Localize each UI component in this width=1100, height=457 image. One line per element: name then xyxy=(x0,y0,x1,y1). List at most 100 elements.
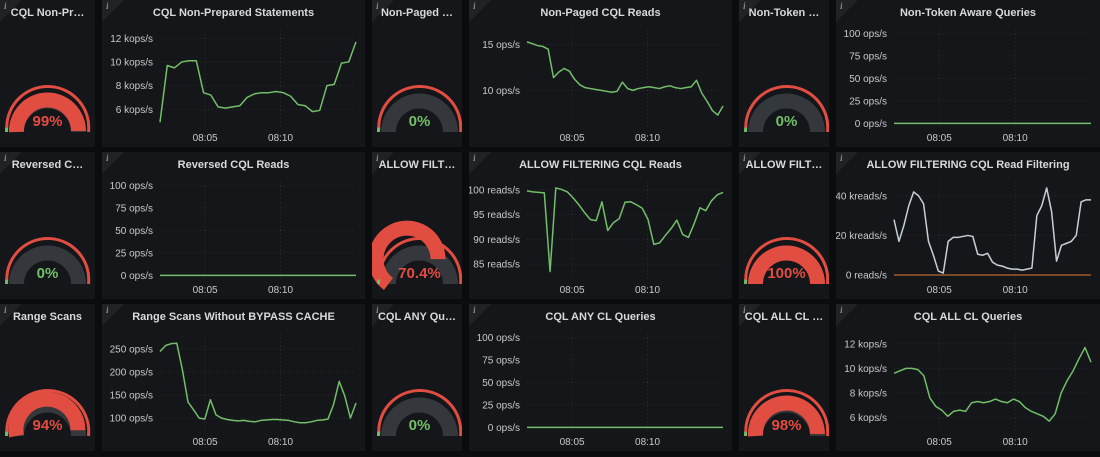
series-line-all-cl xyxy=(893,346,1092,422)
x-tick-label: 08:10 xyxy=(268,285,293,296)
panel-title[interactable]: ALLOW FILTERING CQL Reads xyxy=(519,159,682,171)
gauge-threshold-red xyxy=(377,389,462,437)
panel-gauge-reversed: i Reversed C… 0% xyxy=(0,152,95,299)
panel-chart-reversed-cql-reads: i Reversed CQL Reads 100 ops/s 75 ops/s 50… xyxy=(102,152,365,299)
gauge-value-label: 99% xyxy=(32,113,62,130)
panel-info-icon[interactable]: i xyxy=(0,152,22,174)
panel-info-icon[interactable]: i xyxy=(469,304,491,326)
x-tick-label: 08:05 xyxy=(927,285,952,296)
info-icon: i xyxy=(376,305,379,315)
info-icon: i xyxy=(106,153,109,163)
y-tick-label: 0 reads/s xyxy=(846,271,887,282)
y-tick-label: 25 ops/s xyxy=(849,96,887,107)
gauge-value-bar xyxy=(748,245,825,285)
panel-gauge-range-scans: i Range Scans 94% xyxy=(0,304,95,451)
timeseries-plot[interactable]: 40 kreads/s 20 kreads/s 0 reads/s 08:05 08:1… xyxy=(836,174,1100,299)
info-icon: i xyxy=(743,1,746,11)
panel-title[interactable]: CQL ANY CL Queries xyxy=(545,311,656,323)
panel-title[interactable]: Non-Paged … xyxy=(380,7,454,19)
y-tick-label: 250 ops/s xyxy=(110,345,153,356)
panel-info-icon[interactable]: i xyxy=(469,0,491,22)
gauge-non-paged: 0% xyxy=(372,53,462,139)
gauge-threshold-red xyxy=(744,85,829,133)
panel-info-icon[interactable]: i xyxy=(102,152,124,174)
panel-gauge-cql-any: i CQL ANY Qu… 0% xyxy=(372,304,462,451)
timeseries-plot[interactable]: 12 kops/s 10 kops/s 8 kops/s 6 kops/s 08:05 0… xyxy=(102,22,365,147)
gauge-allow-filtering-read-filtering: 100% xyxy=(739,205,829,291)
gauge-threshold-red xyxy=(744,389,829,437)
panel-chart-cql-any-cl-queries: i CQL ANY CL Queries 100 ops/s 75 ops/s 50… xyxy=(469,304,732,451)
chart-svg: 40 kreads/s 20 kreads/s 0 reads/s 08:05 08:1… xyxy=(836,182,1091,296)
y-tick-label: 100 ops/s xyxy=(477,333,520,344)
y-tick-label: 75 ops/s xyxy=(849,52,887,63)
gauge-cql-non-prepared: 99% xyxy=(0,53,95,139)
panel-info-icon[interactable]: i xyxy=(836,152,858,174)
info-icon: i xyxy=(473,305,476,315)
gauge-value-label: 0% xyxy=(409,417,431,434)
panel-info-icon[interactable]: i xyxy=(372,0,394,22)
panel-title[interactable]: CQL ALL CL Queries xyxy=(913,311,1023,323)
gauge-value-bar xyxy=(8,391,86,438)
panel-info-icon[interactable]: i xyxy=(372,304,394,326)
panel-info-icon[interactable]: i xyxy=(0,304,22,326)
panel-info-icon[interactable]: i xyxy=(836,304,858,326)
panel-info-icon[interactable]: i xyxy=(739,0,761,22)
gauge-svg: 70.4% xyxy=(372,220,462,291)
y-tick-label: 95 reads/s xyxy=(473,210,520,221)
panel-title[interactable]: CQL ANY Qu… xyxy=(377,311,457,323)
panel-info-icon[interactable]: i xyxy=(0,0,22,22)
timeseries-plot[interactable]: 250 ops/s 200 ops/s 150 ops/s 100 ops/s 08:0… xyxy=(102,326,365,451)
timeseries-plot[interactable]: 100 ops/s 75 ops/s 50 ops/s 25 ops/s 0 ops/s… xyxy=(469,326,732,451)
panel-title[interactable]: Non-Token … xyxy=(748,7,820,19)
panel-info-icon[interactable]: i xyxy=(836,0,858,22)
panel-info-icon[interactable]: i xyxy=(469,152,491,174)
panel-title[interactable]: ALLOW FILT… xyxy=(378,159,456,171)
timeseries-plot[interactable]: 100 ops/s 75 ops/s 50 ops/s 25 ops/s 0 ops/s… xyxy=(102,174,365,299)
y-tick-label: 85 reads/s xyxy=(473,260,520,271)
panel-info-icon[interactable]: i xyxy=(739,152,761,174)
x-tick-label: 08:10 xyxy=(268,437,293,448)
panel-chart-range-scans-without-bypass-cache: i Range Scans Without BYPASS CACHE 250 o… xyxy=(102,304,365,451)
y-tick-label: 10 kops/s xyxy=(844,364,887,375)
panel-title[interactable]: ALLOW FILT… xyxy=(745,159,823,171)
y-tick-label: 10 kops/s xyxy=(110,57,153,68)
panel-title[interactable]: Non-Token Aware Queries xyxy=(899,7,1037,19)
timeseries-plot[interactable]: 12 kops/s 10 kops/s 8 kops/s 6 kops/s 08:05 0… xyxy=(836,326,1100,451)
panel-info-icon[interactable]: i xyxy=(739,304,761,326)
panel-title[interactable]: Reversed CQL Reads xyxy=(177,159,290,171)
timeseries-plot[interactable]: 15 ops/s 10 ops/s 08:05 08:10 xyxy=(469,22,732,147)
info-icon: i xyxy=(840,1,843,11)
gauge-threshold-red xyxy=(377,237,462,285)
panel-title[interactable]: Range Scans Without BYPASS CACHE xyxy=(132,311,335,323)
info-icon: i xyxy=(473,153,476,163)
panel-chart-allow-filtering-cql-reads: i ALLOW FILTERING CQL Reads 100 reads/s 9… xyxy=(469,152,732,299)
panel-info-icon[interactable]: i xyxy=(102,304,124,326)
panel-info-icon[interactable]: i xyxy=(372,152,394,174)
panel-title[interactable]: Range Scans xyxy=(12,311,83,323)
x-tick-label: 08:10 xyxy=(1003,133,1028,144)
panel-info-icon[interactable]: i xyxy=(102,0,124,22)
y-tick-label: 12 kops/s xyxy=(110,34,153,45)
gauge-svg: 98% xyxy=(744,389,829,437)
panel-title[interactable]: CQL Non-Pr… xyxy=(10,7,85,19)
panel-title[interactable]: CQL ALL CL … xyxy=(744,311,824,323)
info-icon: i xyxy=(376,153,379,163)
timeseries-plot[interactable]: 100 reads/s 95 reads/s 90 reads/s 85 reads/… xyxy=(469,174,732,299)
info-icon: i xyxy=(106,305,109,315)
info-icon: i xyxy=(106,1,109,11)
panel-title[interactable]: ALLOW FILTERING CQL Read Filtering xyxy=(866,159,1070,171)
y-tick-label: 100 ops/s xyxy=(844,29,887,40)
info-icon: i xyxy=(4,153,7,163)
panel-title[interactable]: CQL Non-Prepared Statements xyxy=(152,7,315,19)
gauge-reversed: 0% xyxy=(0,205,95,291)
panel-title[interactable]: Reversed C… xyxy=(11,159,84,171)
panel-chart-non-token-aware-queries: i Non-Token Aware Queries 100 ops/s 75 op… xyxy=(836,0,1100,147)
info-icon: i xyxy=(743,153,746,163)
panel-gauge-allow-filtering-read-filtering: i ALLOW FILT… 100% xyxy=(739,152,829,299)
gauge-value-label: 94% xyxy=(32,417,62,434)
timeseries-plot[interactable]: 100 ops/s 75 ops/s 50 ops/s 25 ops/s 0 ops/s… xyxy=(836,22,1100,147)
panel-gauge-non-token: i Non-Token … 0% xyxy=(739,0,829,147)
panel-title[interactable]: Non-Paged CQL Reads xyxy=(540,7,661,19)
gauge-non-token: 0% xyxy=(739,53,829,139)
